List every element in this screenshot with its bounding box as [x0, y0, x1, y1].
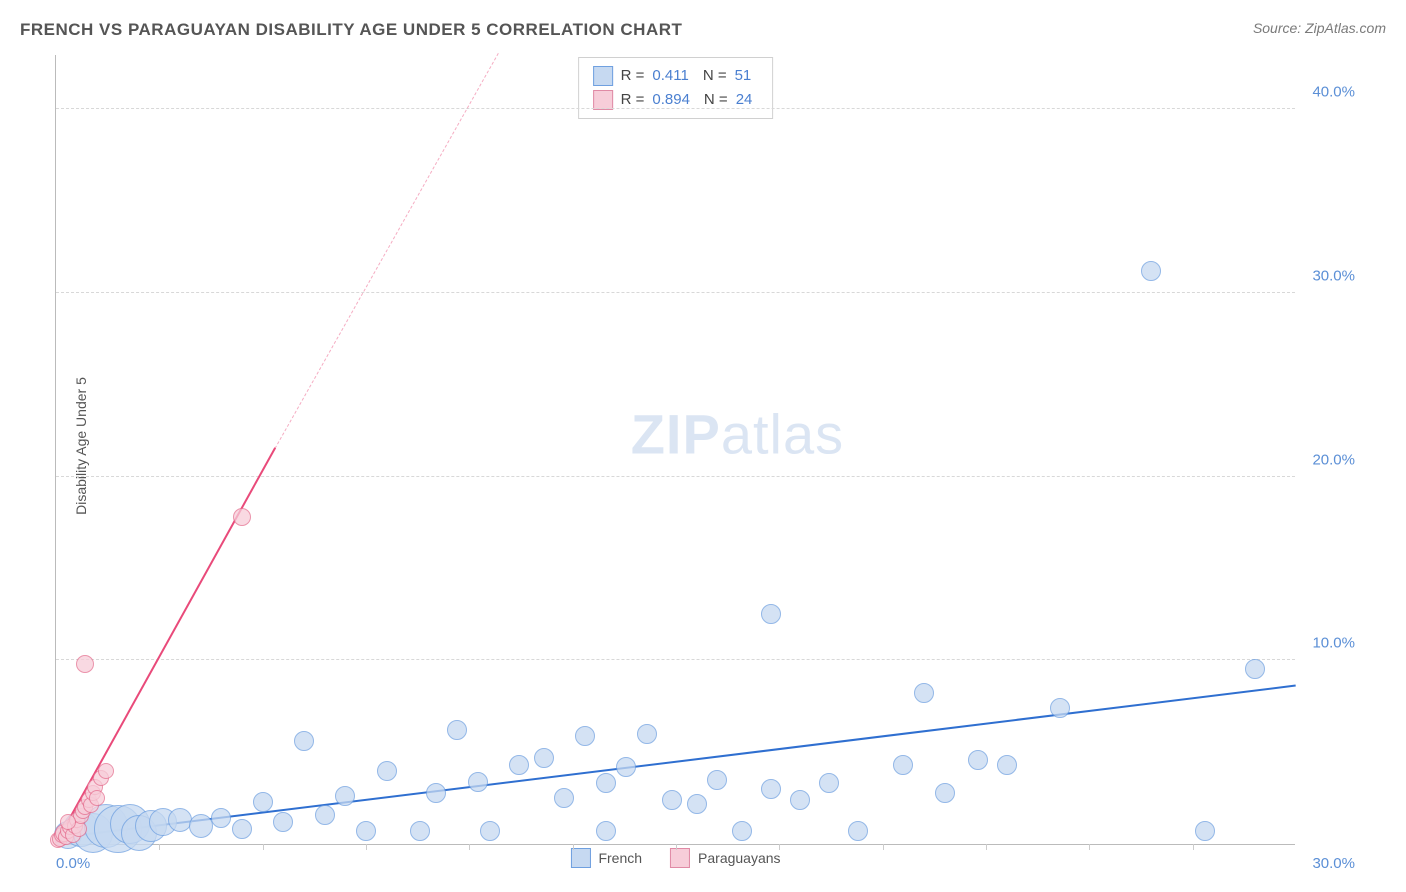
watermark-bold: ZIP [631, 402, 721, 465]
gridline [56, 659, 1295, 660]
data-point [1245, 659, 1265, 679]
data-point [687, 794, 707, 814]
data-point [89, 790, 105, 806]
legend-label-french: French [598, 850, 642, 866]
legend-row-french: R = 0.411 N = 51 [593, 64, 759, 88]
legend-swatch-paraguayans [593, 90, 613, 110]
x-minor-tick [676, 844, 677, 850]
data-point [596, 821, 616, 841]
legend-swatch-french-bottom [570, 848, 590, 868]
data-point [273, 812, 293, 832]
data-point [315, 805, 335, 825]
data-point [253, 792, 273, 812]
y-tick-label: 40.0% [1312, 84, 1355, 101]
y-tick-label: 20.0% [1312, 451, 1355, 468]
data-point [616, 757, 636, 777]
y-tick-label: 10.0% [1312, 635, 1355, 652]
data-point [447, 720, 467, 740]
chart-title: FRENCH VS PARAGUAYAN DISABILITY AGE UNDE… [20, 20, 682, 40]
data-point [596, 773, 616, 793]
r-value-french: 0.411 [652, 64, 688, 88]
data-point [1050, 698, 1070, 718]
n-value-french: 51 [735, 64, 752, 88]
data-point [848, 821, 868, 841]
data-point [575, 726, 595, 746]
data-point [968, 750, 988, 770]
trendline-dashed [275, 53, 499, 448]
gridline [56, 292, 1295, 293]
data-point [935, 783, 955, 803]
data-point [1141, 261, 1161, 281]
data-point [554, 788, 574, 808]
series-legend: French Paraguayans [570, 848, 780, 868]
n-label: N = [703, 64, 727, 88]
gridline [56, 108, 1295, 109]
data-point [98, 763, 114, 779]
data-point [232, 819, 252, 839]
data-point [480, 821, 500, 841]
x-minor-tick [573, 844, 574, 850]
x-tick-label: 30.0% [1312, 855, 1355, 872]
legend-item-paraguayans: Paraguayans [670, 848, 781, 868]
data-point [233, 508, 251, 526]
x-tick-label: 0.0% [56, 855, 90, 872]
gridline [56, 476, 1295, 477]
data-point [189, 814, 213, 838]
data-point [819, 773, 839, 793]
watermark-light: atlas [721, 402, 844, 465]
data-point [997, 755, 1017, 775]
correlation-legend: R = 0.411 N = 51 R = 0.894 N = 24 [578, 57, 774, 119]
x-minor-tick [779, 844, 780, 850]
data-point [637, 724, 657, 744]
data-point [761, 779, 781, 799]
data-point [426, 783, 446, 803]
data-point [1195, 821, 1215, 841]
legend-swatch-french [593, 66, 613, 86]
data-point [732, 821, 752, 841]
data-point [211, 808, 231, 828]
data-point [468, 772, 488, 792]
data-point [534, 748, 554, 768]
x-minor-tick [159, 844, 160, 850]
data-point [707, 770, 727, 790]
x-minor-tick [883, 844, 884, 850]
data-point [294, 731, 314, 751]
x-minor-tick [1089, 844, 1090, 850]
source-attribution: Source: ZipAtlas.com [1253, 20, 1386, 36]
data-point [790, 790, 810, 810]
x-minor-tick [469, 844, 470, 850]
data-point [410, 821, 430, 841]
data-point [662, 790, 682, 810]
data-point [60, 814, 76, 830]
y-tick-label: 30.0% [1312, 267, 1355, 284]
x-minor-tick [986, 844, 987, 850]
data-point [509, 755, 529, 775]
r-label: R = [621, 64, 645, 88]
x-minor-tick [1193, 844, 1194, 850]
data-point [356, 821, 376, 841]
data-point [914, 683, 934, 703]
data-point [377, 761, 397, 781]
watermark: ZIPatlas [631, 401, 844, 466]
x-minor-tick [263, 844, 264, 850]
x-minor-tick [366, 844, 367, 850]
legend-swatch-paraguayans-bottom [670, 848, 690, 868]
data-point [76, 655, 94, 673]
legend-item-french: French [570, 848, 642, 868]
scatter-chart: ZIPatlas R = 0.411 N = 51 R = 0.894 N = … [55, 55, 1295, 845]
trendline-french [56, 684, 1296, 838]
legend-label-paraguayans: Paraguayans [698, 850, 781, 866]
data-point [893, 755, 913, 775]
data-point [761, 604, 781, 624]
data-point [335, 786, 355, 806]
